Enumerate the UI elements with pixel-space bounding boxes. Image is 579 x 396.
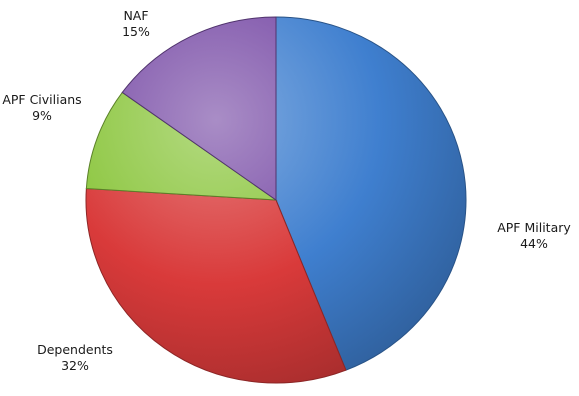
slice-label-apf-military: APF Military 44% bbox=[497, 220, 571, 251]
pie-slice-naf bbox=[121, 16, 277, 201]
slice-label-dependents: Dependents 32% bbox=[37, 342, 113, 373]
pie-slices bbox=[85, 16, 467, 384]
slice-label-naf: NAF 15% bbox=[122, 8, 150, 39]
pie-slice-apf-civilians bbox=[85, 91, 278, 201]
pie-slice-dependents bbox=[85, 187, 347, 384]
pie-slice-apf-military bbox=[275, 16, 467, 371]
slice-label-apf-civilians: APF Civilians 9% bbox=[2, 92, 81, 123]
pie-labels: APF Military 44% Dependents 32% APF Civilian… bbox=[2, 8, 571, 373]
